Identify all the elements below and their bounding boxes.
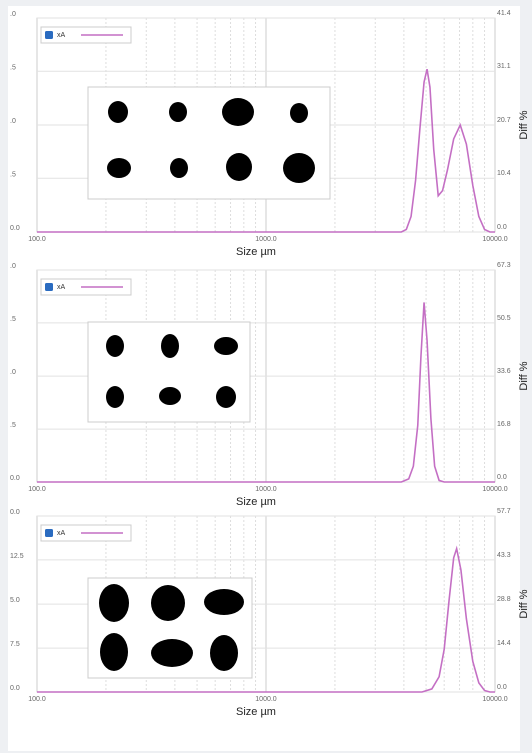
series-line: [37, 302, 495, 483]
y-tick-label: 0.0: [497, 474, 507, 481]
y-axis-title: Diff %: [518, 361, 530, 390]
y-tick-label: 0.0: [497, 684, 507, 691]
y-tick-label: 33.6: [497, 368, 511, 375]
y-tick-label: 14.4: [497, 640, 511, 647]
particle-images-1: [87, 86, 331, 200]
x-tick-label: 100.0: [28, 236, 46, 243]
x-tick-label: 10000.0: [482, 696, 507, 703]
series-line: [37, 68, 495, 233]
legend-checkbox: [45, 283, 53, 291]
y-tick-label: 31.1: [497, 63, 511, 70]
left-axis-label: 0.0: [10, 475, 20, 482]
left-axis-label: 7.5: [10, 641, 20, 648]
y-tick-label: 57.7: [497, 508, 511, 515]
left-axis-label: 0.0: [10, 685, 20, 692]
left-axis-label: .5: [10, 64, 16, 71]
x-axis-title: Size µm: [236, 706, 276, 718]
left-axis-label: 5.0: [10, 597, 20, 604]
y-axis-title: Diff %: [518, 589, 530, 618]
y-tick-label: 43.3: [497, 552, 511, 559]
x-axis-title: Size µm: [236, 496, 276, 508]
left-axis-label: .5: [10, 422, 16, 429]
y-tick-label: 28.8: [497, 596, 511, 603]
series-line: [37, 545, 495, 693]
x-axis-title: Size µm: [236, 246, 276, 258]
legend-label: xA: [57, 530, 66, 537]
legend-checkbox: [45, 529, 53, 537]
y-tick-label: 10.4: [497, 170, 511, 177]
left-axis-label: .0: [10, 11, 16, 18]
legend-checkbox: [45, 31, 53, 39]
y-tick-label: 41.4: [497, 10, 511, 17]
x-tick-label: 100.0: [28, 486, 46, 493]
x-tick-label: 1000.0: [255, 486, 277, 493]
image-frame: [87, 86, 331, 200]
left-axis-label: .5: [10, 316, 16, 323]
particle-images-2: [87, 321, 251, 423]
y-axis-title: Diff %: [518, 110, 530, 139]
left-axis-label: .0: [10, 369, 16, 376]
y-tick-label: 0.0: [497, 224, 507, 231]
y-tick-label: 16.8: [497, 421, 511, 428]
left-axis-label: .0: [10, 118, 16, 125]
left-axis-label: 0.0: [10, 509, 20, 516]
y-tick-label: 67.3: [497, 262, 511, 269]
left-axis-label: .5: [10, 171, 16, 178]
left-axis-label: 0.0: [10, 225, 20, 232]
y-tick-label: 50.5: [497, 315, 511, 322]
x-tick-label: 10000.0: [482, 486, 507, 493]
x-tick-label: 1000.0: [255, 696, 277, 703]
x-tick-label: 100.0: [28, 696, 46, 703]
particle-images-3: [87, 577, 253, 679]
legend-label: xA: [57, 32, 66, 39]
y-tick-label: 20.7: [497, 117, 511, 124]
left-axis-label: 12.5: [10, 553, 24, 560]
x-tick-label: 1000.0: [255, 236, 277, 243]
legend-label: xA: [57, 284, 66, 291]
left-axis-label: .0: [10, 263, 16, 270]
x-tick-label: 10000.0: [482, 236, 507, 243]
